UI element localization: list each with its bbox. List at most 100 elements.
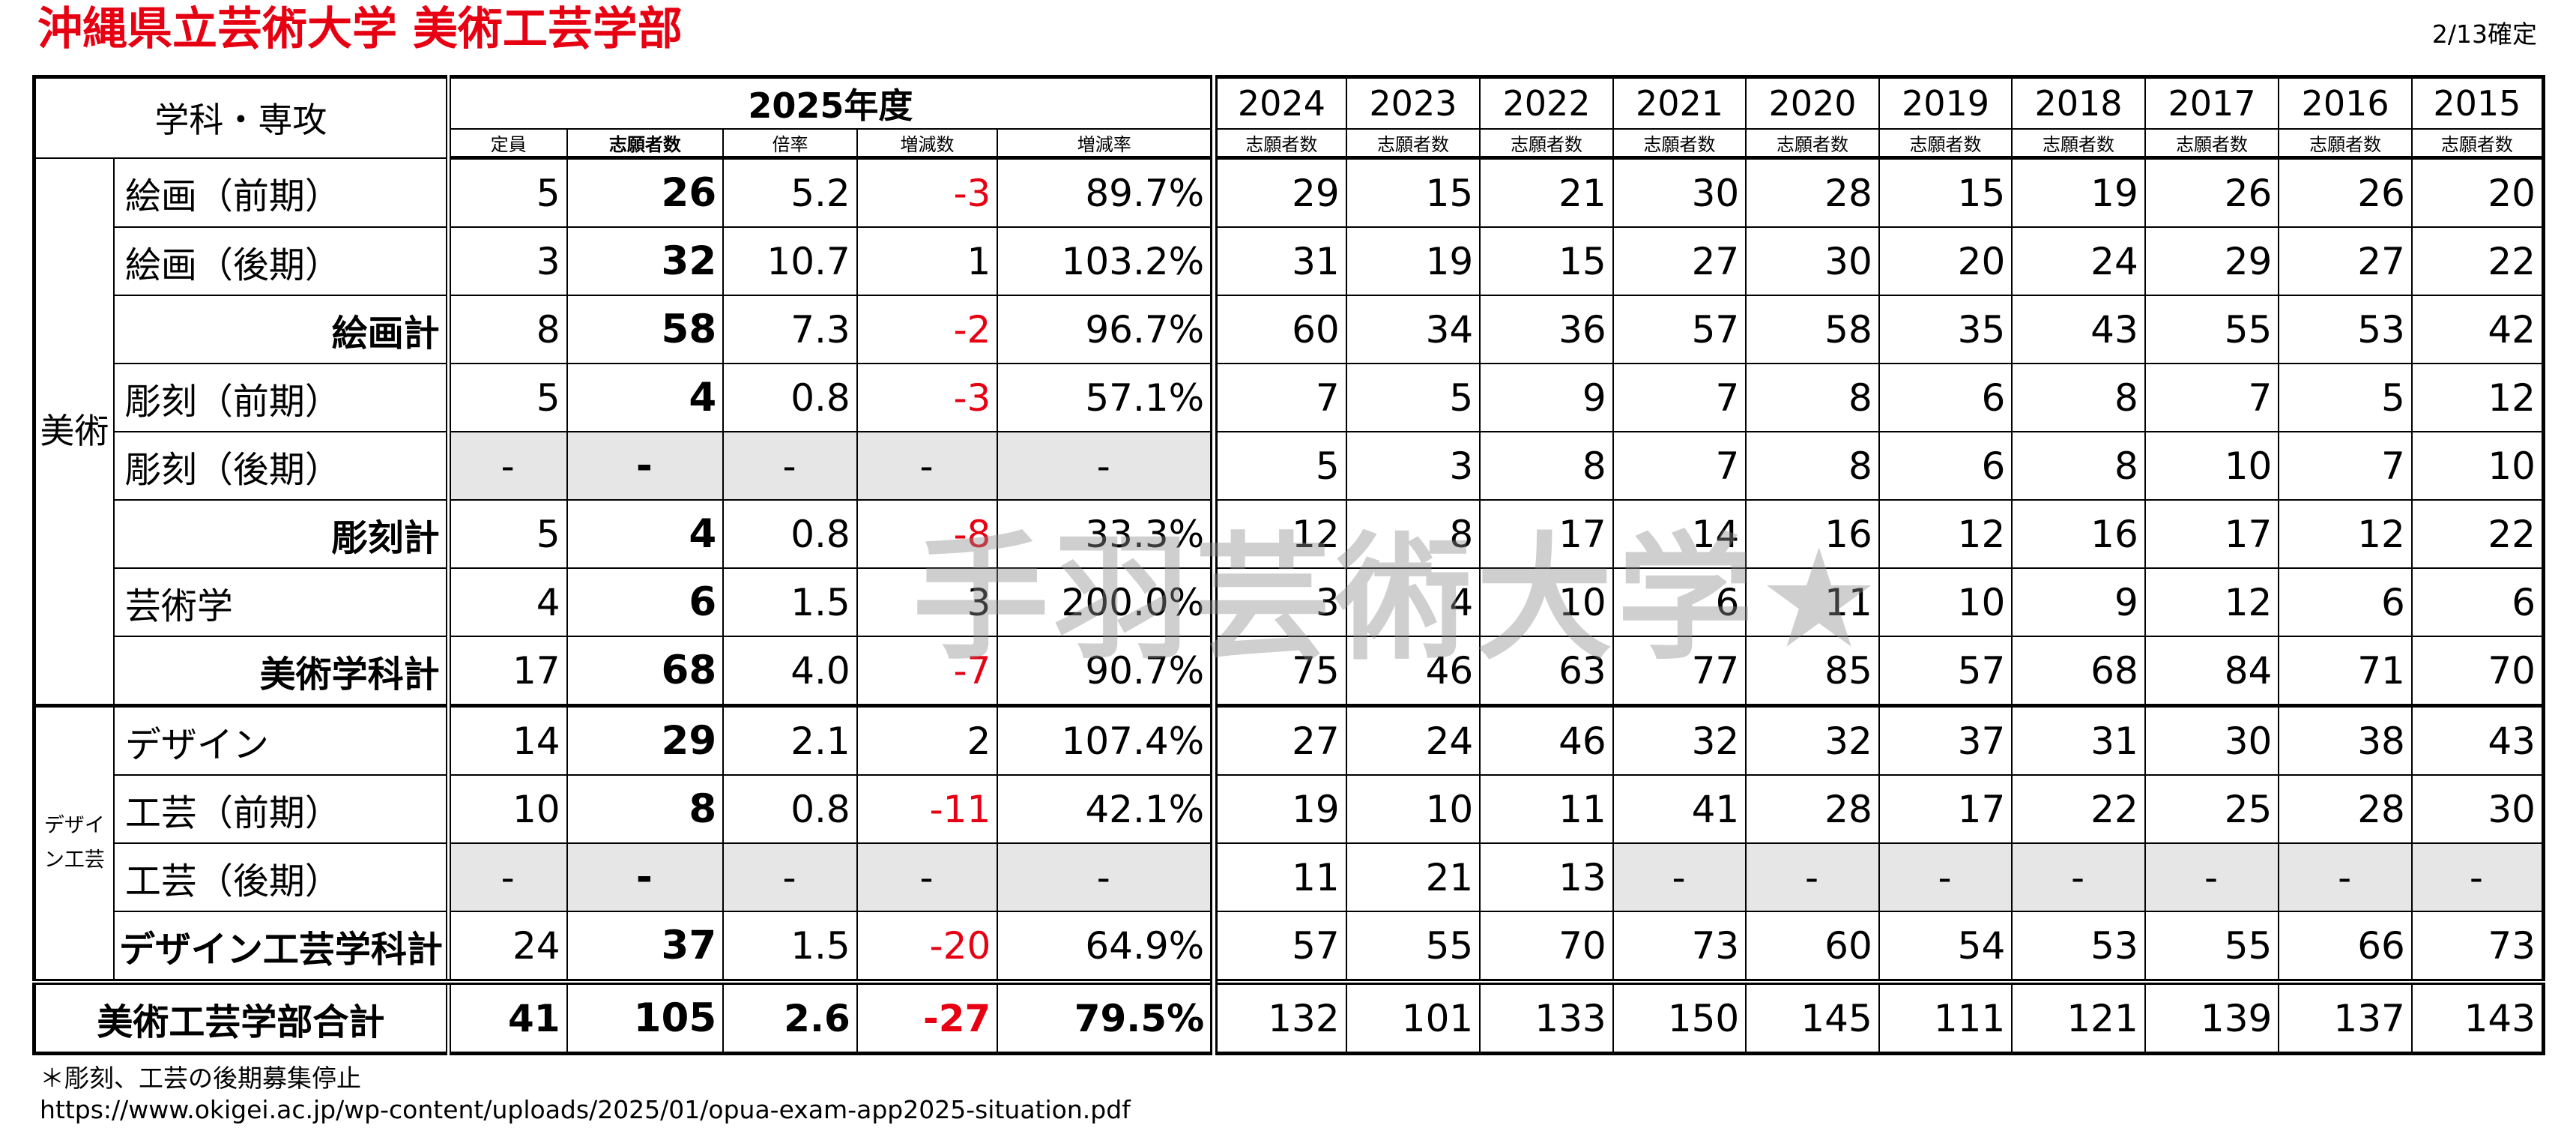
cell-zougen: 1: [856, 226, 999, 296]
cell-hist: 111: [1878, 979, 2013, 1055]
cell-hist: 57: [1878, 636, 2013, 707]
cell-hist: 22: [2011, 774, 2146, 844]
cell-hist: -: [2144, 842, 2280, 912]
cell-hist: 6: [2410, 567, 2545, 637]
header-year: 2024: [1210, 76, 1347, 130]
header-year-sub: 志願者数: [1210, 128, 1347, 160]
table-row: 彫刻（後期） - - - - -5 3 8 7 8 6 8 10 7 10: [34, 431, 2545, 501]
cell-hist: 53: [2011, 911, 2146, 983]
cell-hist: 57: [1612, 295, 1747, 364]
cell-hist: 8: [2011, 431, 2146, 501]
cell-hist: 28: [1745, 774, 1880, 844]
cell-zougen: -8: [856, 499, 999, 569]
header-year: 2020: [1745, 76, 1880, 130]
cell-hist: 25: [2144, 774, 2280, 844]
cell-hist: 17: [1878, 774, 2013, 844]
cell-hist: 38: [2278, 704, 2413, 776]
cell-zougen: -27: [856, 979, 999, 1055]
cell-hist: 60: [1210, 295, 1347, 364]
cell-hist: 27: [2278, 226, 2413, 296]
cell-bairitsu: -: [722, 842, 858, 912]
table-row: 絵画計 8 58 7.3 -2 96.7% 60 34 36 57 58 35 43 55 53 42: [34, 295, 2545, 364]
cell-hist: 12: [2144, 567, 2280, 637]
row-name: 彫刻（前期）: [112, 363, 451, 432]
cell-hist: 4: [1345, 567, 1481, 637]
cell-ritsu: -: [997, 842, 1215, 912]
cell-hist: 73: [1612, 911, 1747, 983]
cell-teiin: 41: [447, 979, 568, 1055]
cell-hist: 77: [1612, 636, 1747, 707]
cell-ritsu: 90.7%: [997, 636, 1215, 707]
cell-ritsu: 96.7%: [997, 295, 1215, 364]
cell-hist: 31: [2011, 704, 2146, 776]
cell-teiin: 3: [447, 226, 568, 296]
cell-shigan: -: [566, 431, 725, 501]
cell-hist: 37: [1878, 704, 2013, 776]
header-sub: 倍率: [722, 128, 858, 160]
cell-hist: 19: [1210, 774, 1347, 844]
cell-shigan: 29: [566, 704, 725, 776]
cell-hist: 132: [1210, 979, 1347, 1055]
row-name: 美術学科計: [112, 636, 451, 707]
header-year-sub: 志願者数: [2410, 128, 2545, 160]
cell-hist: 55: [1345, 911, 1481, 983]
cell-bairitsu: 7.3: [722, 295, 858, 364]
cell-hist: 16: [2011, 499, 2146, 569]
cell-zougen: -7: [856, 636, 999, 707]
cell-hist: 66: [2278, 911, 2413, 983]
cell-zougen: -3: [856, 157, 999, 228]
cell-bairitsu: 0.8: [722, 774, 858, 844]
header-year: 2022: [1479, 76, 1614, 130]
table-body: 学科・専攻 2025年度 2024 2023 2022 2021 2020 2019 2018 2…: [33, 76, 2545, 1055]
cell-hist: 9: [2011, 567, 2146, 637]
cell-bairitsu: 2.6: [722, 979, 858, 1055]
table-row: 美術工芸学部合計 41 105 2.6 -27 79.5% 132 101 133 150 145 1…: [33, 979, 2545, 1055]
cell-hist: 28: [1745, 157, 1880, 228]
cell-hist: 55: [2144, 295, 2280, 364]
cell-hist: 22: [2410, 499, 2545, 569]
cell-hist: 70: [1479, 911, 1614, 983]
cell-shigan: 58: [566, 295, 725, 364]
header-year-sub: 志願者数: [1745, 128, 1880, 160]
cell-hist: 46: [1345, 636, 1481, 707]
cell-hist: 31: [1210, 226, 1347, 296]
cell-hist: 6: [1878, 431, 2013, 501]
header-year-sub: 志願者数: [2278, 128, 2413, 160]
row-name: 絵画（後期）: [112, 226, 451, 296]
cell-hist: 46: [1479, 704, 1614, 776]
cell-shigan: 37: [566, 911, 725, 983]
cell-teiin: 5: [447, 499, 568, 569]
cell-hist: 133: [1479, 979, 1614, 1055]
cell-hist: 7: [2278, 431, 2413, 501]
table-row: デザイン工芸学科計 24 37 1.5 -20 64.9% 57 55 70 73 60 54 53 55…: [34, 911, 2545, 983]
cell-hist: 30: [1612, 157, 1747, 228]
cell-teiin: -: [447, 842, 568, 912]
cell-hist: 139: [2144, 979, 2280, 1055]
table-row: 絵画（後期） 3 32 10.7 1 103.2% 31 19 15 27 30 20 24 29 27 22: [34, 226, 2545, 296]
cell-hist: 13: [1479, 842, 1614, 912]
cell-hist: 12: [1210, 499, 1347, 569]
cell-hist: -: [1612, 842, 1747, 912]
row-name: 美術工芸学部合計: [33, 979, 451, 1055]
cell-zougen: -20: [856, 911, 999, 983]
cell-ritsu: 89.7%: [997, 157, 1215, 228]
cell-hist: 53: [2278, 295, 2413, 364]
header-2025: 2025年度: [447, 76, 1215, 130]
cell-teiin: 8: [447, 295, 568, 364]
cell-hist: 10: [1479, 567, 1614, 637]
cell-zougen: -: [856, 842, 999, 912]
row-name: デザイン工芸学科計: [112, 911, 451, 983]
table-row: 工芸（後期） - - - - -11 21 13- - - - - - -: [34, 842, 2545, 912]
cell-hist: 35: [1878, 295, 2013, 364]
cell-hist: 43: [2011, 295, 2146, 364]
header-year-sub: 志願者数: [1612, 128, 1747, 160]
cell-hist: -: [2278, 842, 2413, 912]
cell-zougen: -11: [856, 774, 999, 844]
cell-hist: 32: [1745, 704, 1880, 776]
header-year-sub: 志願者数: [2011, 128, 2146, 160]
footnote-text: ＊彫刻、工芸の後期募集停止: [40, 1064, 361, 1093]
cell-teiin: -: [447, 431, 568, 501]
cell-bairitsu: 2.1: [722, 704, 858, 776]
cell-bairitsu: 0.8: [722, 363, 858, 432]
cell-ritsu: 33.3%: [997, 499, 1215, 569]
